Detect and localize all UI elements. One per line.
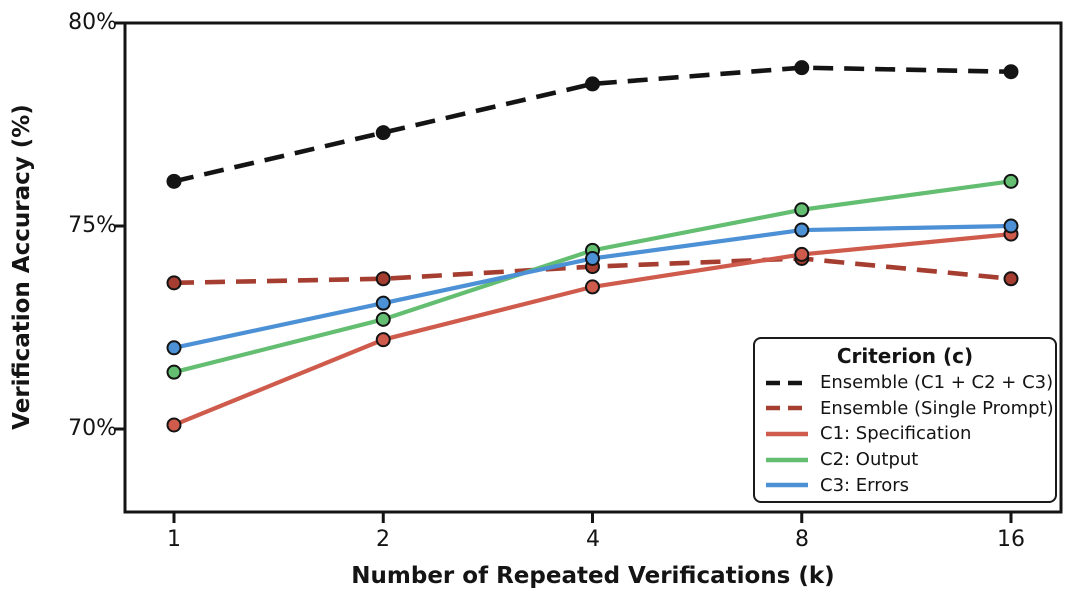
data-point-series-1 xyxy=(166,275,182,291)
data-point-series-2 xyxy=(166,417,182,433)
data-point-series-4 xyxy=(375,295,391,311)
x-tick-label-16: 16 xyxy=(997,527,1025,552)
y-tick-label-80: 80% xyxy=(68,10,117,35)
legend-item-c3: C3: Errors xyxy=(765,472,1045,498)
data-point-series-2 xyxy=(585,279,600,295)
data-point-series-4 xyxy=(166,340,182,356)
legend-label: Ensemble (C1 + C2 + C3) xyxy=(820,372,1054,394)
data-point-series-0 xyxy=(794,60,810,76)
legend-item-ensemble-all: Ensemble (C1 + C2 + C3) xyxy=(765,370,1053,396)
data-point-series-2 xyxy=(375,332,391,348)
dashed-line-swatch-icon xyxy=(766,380,808,386)
solid-line-swatch-icon xyxy=(766,431,808,437)
legend-label: Ensemble (Single Prompt) xyxy=(820,397,1054,419)
data-point-series-3 xyxy=(794,202,810,218)
solid-line-swatch-icon xyxy=(766,482,808,488)
legend-item-c2: C2: Output xyxy=(765,447,1045,473)
dashed-line-swatch-icon xyxy=(766,406,808,411)
legend-label: C3: Errors xyxy=(820,474,910,496)
data-point-series-4 xyxy=(794,222,810,238)
x-tick-label-8: 8 xyxy=(795,527,809,552)
y-tick-label-75: 75% xyxy=(68,213,117,238)
legend: Criterion (c) Ensemble (C1 + C2 + C3) En… xyxy=(753,337,1057,503)
x-tick-label-4: 4 xyxy=(586,527,600,552)
data-point-series-1 xyxy=(375,271,391,287)
plot-border xyxy=(123,21,1063,514)
legend-title: Criterion (c) xyxy=(836,344,974,368)
data-point-series-0 xyxy=(1003,64,1019,80)
data-point-series-3 xyxy=(375,311,391,327)
data-point-series-4 xyxy=(585,250,600,266)
legend-label: C2: Output xyxy=(820,449,919,471)
legend-item-ensemble-single: Ensemble (Single Prompt) xyxy=(765,396,1054,422)
data-point-series-0 xyxy=(375,125,391,141)
legend-label: C1: Specification xyxy=(820,423,972,445)
data-point-series-2 xyxy=(794,246,810,262)
data-point-series-0 xyxy=(166,173,182,189)
data-point-series-3 xyxy=(1003,173,1019,189)
data-point-series-1 xyxy=(1003,271,1019,287)
data-point-series-4 xyxy=(1003,218,1019,234)
y-axis-title: Verification Accuracy (%) xyxy=(9,104,35,430)
data-point-series-3 xyxy=(166,364,182,380)
y-tick-label-70: 70% xyxy=(68,416,117,441)
series-line-0 xyxy=(173,65,1012,184)
data-point-series-0 xyxy=(585,76,600,92)
legend-item-c1: C1: Specification xyxy=(765,421,1045,447)
x-axis-title: Number of Repeated Verifications (k) xyxy=(351,563,835,589)
x-tick-label-1: 1 xyxy=(167,527,181,552)
x-tick-label-2: 2 xyxy=(376,527,390,552)
solid-line-swatch-icon xyxy=(766,457,808,462)
